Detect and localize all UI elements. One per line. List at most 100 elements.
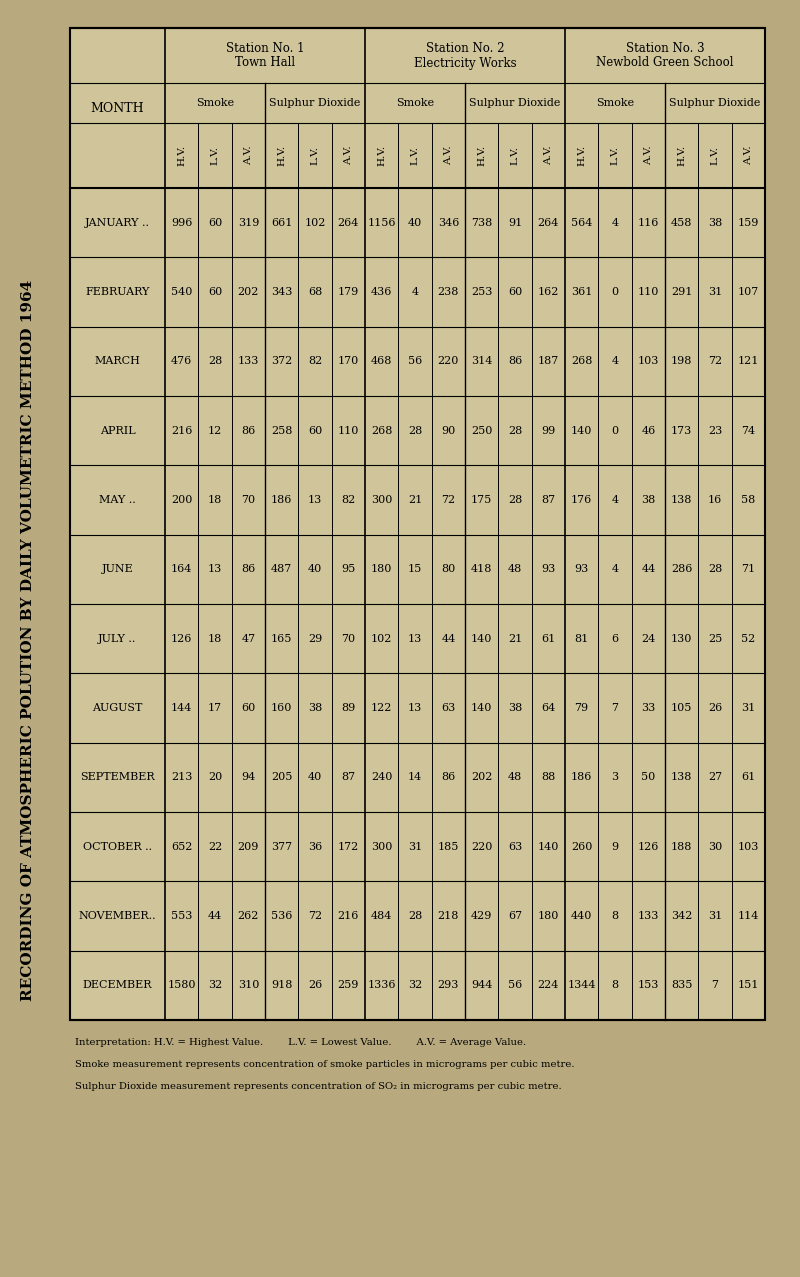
Text: 7: 7 xyxy=(611,704,618,713)
Text: L.V.: L.V. xyxy=(210,146,219,165)
Text: MARCH: MARCH xyxy=(94,356,141,366)
Text: 17: 17 xyxy=(208,704,222,713)
Text: 103: 103 xyxy=(738,842,759,852)
Text: 79: 79 xyxy=(574,704,589,713)
Text: 224: 224 xyxy=(538,981,559,991)
Text: 1156: 1156 xyxy=(367,217,396,227)
Text: 24: 24 xyxy=(642,633,655,644)
Text: 220: 220 xyxy=(438,356,459,366)
Text: 3: 3 xyxy=(611,773,618,783)
Text: 26: 26 xyxy=(308,981,322,991)
Text: 205: 205 xyxy=(271,773,292,783)
Text: 133: 133 xyxy=(638,911,659,921)
Text: 72: 72 xyxy=(708,356,722,366)
Text: H.V.: H.V. xyxy=(377,144,386,166)
Text: 60: 60 xyxy=(242,704,255,713)
Text: 187: 187 xyxy=(538,356,559,366)
Text: 264: 264 xyxy=(338,217,359,227)
Text: 28: 28 xyxy=(508,495,522,504)
Text: H.V.: H.V. xyxy=(577,144,586,166)
Text: 64: 64 xyxy=(542,704,555,713)
Text: 93: 93 xyxy=(542,564,555,575)
Text: 15: 15 xyxy=(408,564,422,575)
Text: 13: 13 xyxy=(408,633,422,644)
Text: 44: 44 xyxy=(208,911,222,921)
Text: 7: 7 xyxy=(711,981,718,991)
Text: 180: 180 xyxy=(538,911,559,921)
Text: 60: 60 xyxy=(208,217,222,227)
Text: DECEMBER: DECEMBER xyxy=(82,981,152,991)
Text: Sulphur Dioxide: Sulphur Dioxide xyxy=(470,98,561,109)
Text: 216: 216 xyxy=(171,425,192,435)
Text: A.V.: A.V. xyxy=(444,146,453,165)
Text: 188: 188 xyxy=(671,842,692,852)
Text: 126: 126 xyxy=(171,633,192,644)
Text: 165: 165 xyxy=(271,633,292,644)
Text: OCTOBER ..: OCTOBER .. xyxy=(83,842,152,852)
Text: 220: 220 xyxy=(471,842,492,852)
Text: 38: 38 xyxy=(308,704,322,713)
Text: 38: 38 xyxy=(508,704,522,713)
Text: 33: 33 xyxy=(642,704,655,713)
Text: L.V.: L.V. xyxy=(510,146,519,165)
Text: 160: 160 xyxy=(271,704,292,713)
Text: 8: 8 xyxy=(611,981,618,991)
Text: 319: 319 xyxy=(238,217,259,227)
Text: 159: 159 xyxy=(738,217,759,227)
Text: 4: 4 xyxy=(611,217,618,227)
Text: 4: 4 xyxy=(611,495,618,504)
Text: 0: 0 xyxy=(611,287,618,298)
Text: 70: 70 xyxy=(342,633,355,644)
Text: 82: 82 xyxy=(308,356,322,366)
Text: 185: 185 xyxy=(438,842,459,852)
Text: 250: 250 xyxy=(471,425,492,435)
Text: 4: 4 xyxy=(611,564,618,575)
Text: 342: 342 xyxy=(671,911,692,921)
Text: A.V.: A.V. xyxy=(744,146,753,165)
Text: 253: 253 xyxy=(471,287,492,298)
Text: 268: 268 xyxy=(371,425,392,435)
Text: 14: 14 xyxy=(408,773,422,783)
Text: 40: 40 xyxy=(408,217,422,227)
Text: 60: 60 xyxy=(308,425,322,435)
Text: 540: 540 xyxy=(171,287,192,298)
Text: A.V.: A.V. xyxy=(644,146,653,165)
Text: 12: 12 xyxy=(208,425,222,435)
Text: 202: 202 xyxy=(471,773,492,783)
Text: 260: 260 xyxy=(571,842,592,852)
Text: 314: 314 xyxy=(471,356,492,366)
Text: 180: 180 xyxy=(371,564,392,575)
Text: 88: 88 xyxy=(542,773,555,783)
Text: 114: 114 xyxy=(738,911,759,921)
Text: 0: 0 xyxy=(611,425,618,435)
Text: 21: 21 xyxy=(508,633,522,644)
Text: 93: 93 xyxy=(574,564,589,575)
Text: 31: 31 xyxy=(708,287,722,298)
Text: AUGUST: AUGUST xyxy=(92,704,142,713)
Text: 138: 138 xyxy=(671,495,692,504)
Text: 61: 61 xyxy=(742,773,755,783)
Text: MONTH: MONTH xyxy=(90,101,144,115)
Text: 13: 13 xyxy=(408,704,422,713)
Text: 89: 89 xyxy=(342,704,355,713)
Text: L.V.: L.V. xyxy=(710,146,719,165)
Bar xyxy=(70,28,765,1020)
Text: JULY ..: JULY .. xyxy=(98,633,137,644)
Text: 107: 107 xyxy=(738,287,759,298)
Text: 996: 996 xyxy=(171,217,192,227)
Text: 1336: 1336 xyxy=(367,981,396,991)
Text: 110: 110 xyxy=(338,425,359,435)
Text: 71: 71 xyxy=(742,564,755,575)
Text: 372: 372 xyxy=(271,356,292,366)
Text: 16: 16 xyxy=(708,495,722,504)
Text: A.V.: A.V. xyxy=(244,146,253,165)
Text: 213: 213 xyxy=(171,773,192,783)
Text: 86: 86 xyxy=(442,773,455,783)
Text: 72: 72 xyxy=(308,911,322,921)
Text: Sulphur Dioxide: Sulphur Dioxide xyxy=(270,98,361,109)
Text: 140: 140 xyxy=(571,425,592,435)
Text: 173: 173 xyxy=(671,425,692,435)
Text: 90: 90 xyxy=(442,425,455,435)
Text: Smoke: Smoke xyxy=(196,98,234,109)
Text: 429: 429 xyxy=(471,911,492,921)
